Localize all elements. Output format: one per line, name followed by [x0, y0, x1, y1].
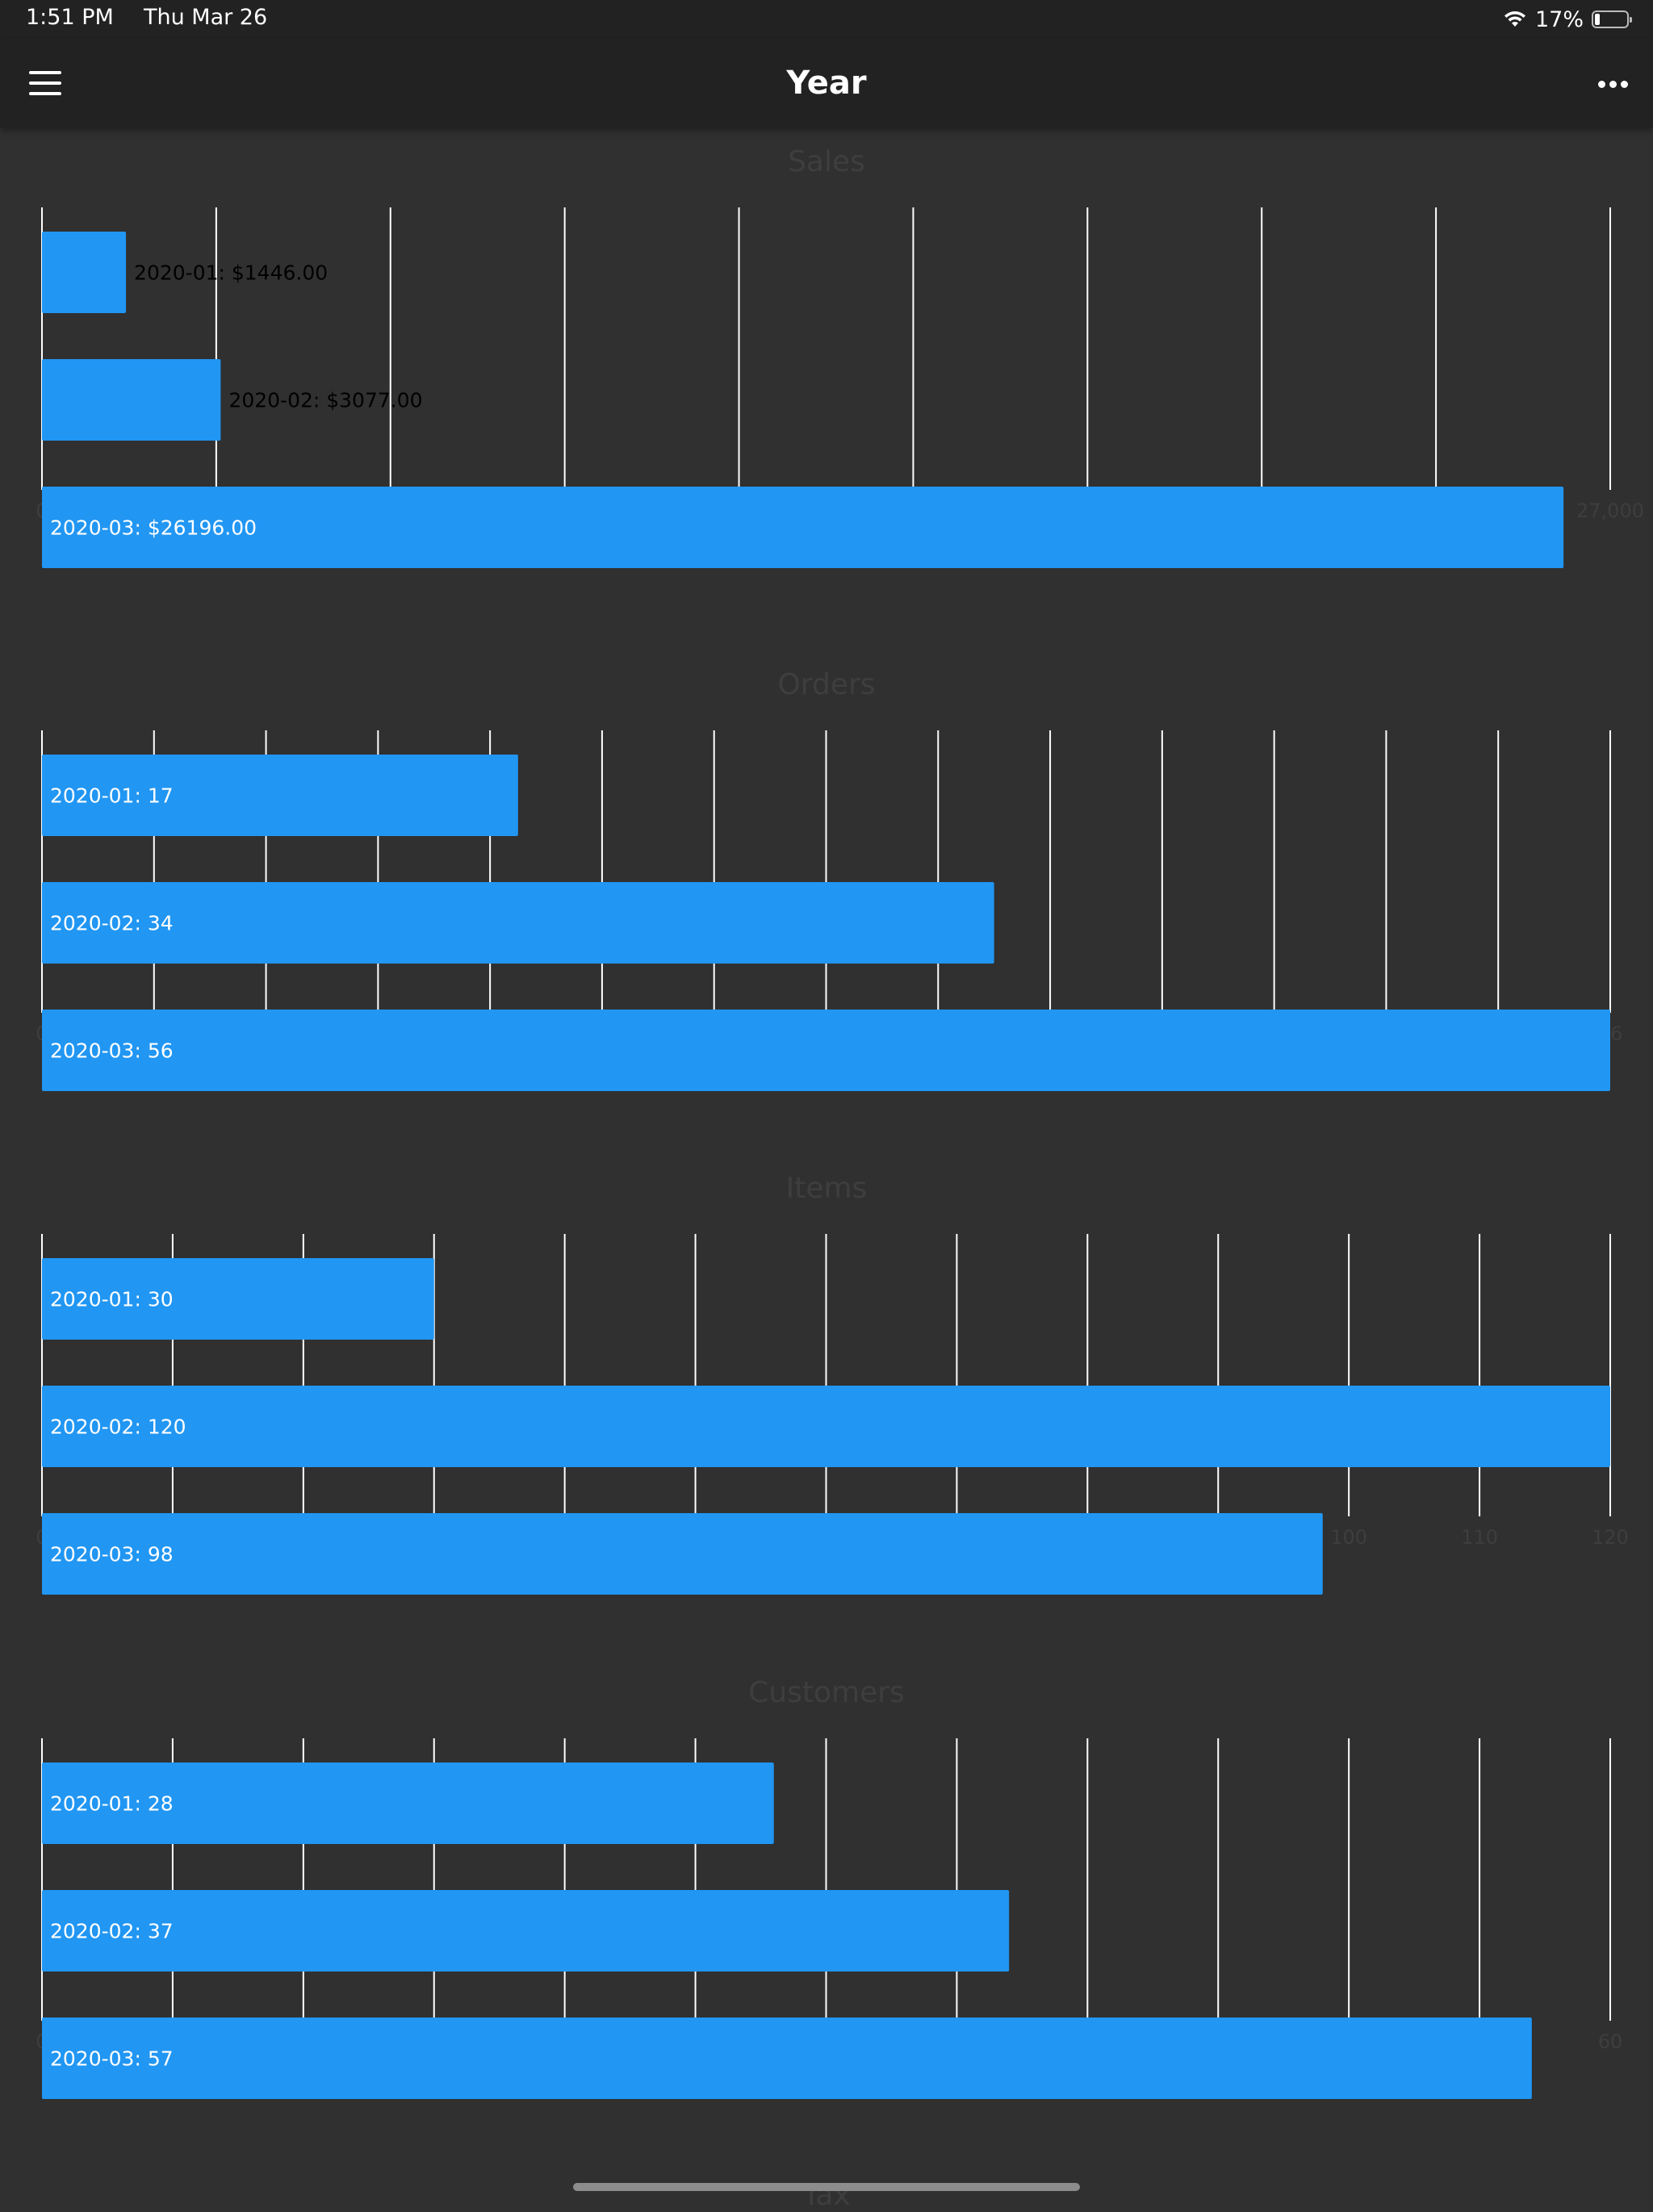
sales-chart: Sales 03,0006,0009,00012,00015,00018,000…	[0, 145, 1653, 629]
chart-title-customers: Customers	[748, 1676, 905, 1709]
chart-plot-sales: 03,0006,0009,00012,00015,00018,00021,000…	[36, 207, 1644, 568]
bar-label: 2020-01: 30	[50, 1288, 174, 1311]
bar-label: 2020-02: 37	[50, 1920, 174, 1943]
bar-2020-02[interactable]	[42, 359, 221, 441]
status-bar: 1:51 PM Thu Mar 26 17%	[0, 0, 1653, 39]
x-tick-label: 100	[1330, 1526, 1367, 1549]
bar-label: 2020-03: 98	[50, 1543, 174, 1566]
orders-chart: Orders 0481216202428323640444852562020-0…	[0, 668, 1653, 1152]
bar-label: 2020-01: $1446.00	[134, 261, 328, 285]
battery-percent: 17%	[1534, 6, 1584, 32]
page-title: Year	[786, 65, 867, 102]
chart-title-items: Items	[785, 1172, 868, 1205]
wifi-icon	[1504, 11, 1525, 27]
customers-chart: Customers 0510152025303540455055602020-0…	[0, 1676, 1653, 2160]
bar-2020-02[interactable]	[42, 1890, 1010, 1972]
bar-2020-01[interactable]	[42, 1258, 434, 1340]
chart-title-orders: Orders	[777, 668, 876, 701]
items-chart: Items 01020304050607080901001101202020-0…	[0, 1172, 1653, 1656]
chart-plot-items: 01020304050607080901001101202020-01: 302…	[36, 1234, 1629, 1595]
battery-fill	[1595, 14, 1600, 25]
hamburger-menu-icon[interactable]	[29, 71, 61, 95]
bar-label: 2020-03: $26196.00	[50, 516, 257, 540]
bar-2020-03[interactable]	[42, 487, 1564, 568]
more-horizontal-icon[interactable]	[1597, 76, 1629, 92]
app-bar: Year	[0, 39, 1653, 128]
status-time: 1:51 PM Thu Mar 26	[26, 5, 267, 30]
x-tick-label: 110	[1461, 1526, 1498, 1549]
status-date-text: Thu Mar 26	[143, 5, 268, 30]
status-right: 17%	[1503, 5, 1632, 34]
bar-label: 2020-03: 56	[50, 1039, 174, 1063]
bar-2020-03[interactable]	[42, 1513, 1323, 1595]
chart-title-sales: Sales	[788, 145, 865, 178]
chart-plot-customers: 0510152025303540455055602020-01: 282020-…	[36, 1738, 1623, 2099]
bar-label: 2020-02: 120	[50, 1415, 186, 1439]
chart-plot-orders: 0481216202428323640444852562020-01: 1720…	[36, 730, 1622, 1091]
bar-2020-03[interactable]	[42, 1010, 1610, 1091]
bar-2020-02[interactable]	[42, 1386, 1610, 1467]
bar-label: 2020-02: 34	[50, 912, 174, 935]
bar-label: 2020-03: 57	[50, 2047, 174, 2071]
bar-2020-01[interactable]	[42, 1762, 774, 1844]
bar-2020-03[interactable]	[42, 2018, 1532, 2099]
bar-2020-01[interactable]	[42, 232, 127, 313]
bar-2020-02[interactable]	[42, 882, 994, 964]
bar-label: 2020-02: $3077.00	[228, 389, 422, 412]
x-tick-label: 120	[1592, 1526, 1629, 1549]
x-tick-label: 27,000	[1576, 500, 1644, 522]
home-indicator[interactable]	[573, 2183, 1080, 2191]
status-time-text: 1:51 PM	[26, 5, 114, 30]
battery-icon	[1592, 10, 1632, 28]
bar-2020-01[interactable]	[42, 755, 518, 836]
bar-label: 2020-01: 17	[50, 784, 174, 808]
bar-label: 2020-01: 28	[50, 1792, 174, 1816]
x-tick-label: 60	[1598, 2030, 1623, 2053]
